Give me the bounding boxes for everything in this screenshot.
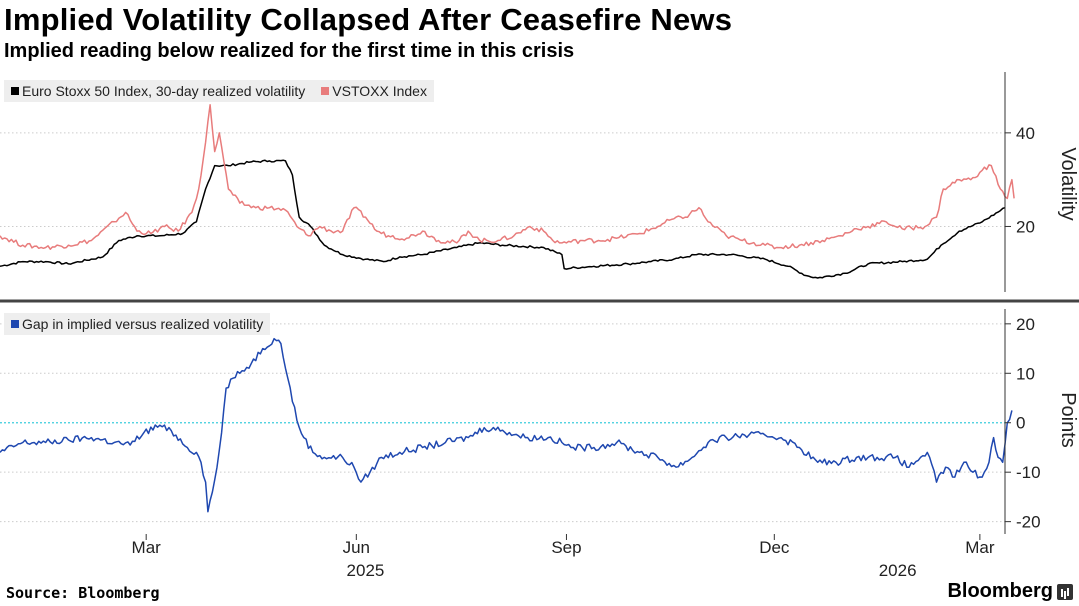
legend-swatch-gap [11, 320, 19, 328]
series-line-0-0 [0, 159, 1006, 279]
legend-label-vstoxx: VSTOXX Index [332, 83, 427, 99]
legend-swatch-realized [11, 87, 19, 95]
chart-title: Implied Volatility Collapsed After Cease… [4, 2, 733, 37]
y-axis-label-volatility: Volatility [1057, 147, 1079, 220]
bloomberg-brand: Bloomberg [947, 580, 1073, 603]
year-label-1: 2026 [879, 561, 917, 580]
year-label-0: 2025 [347, 561, 385, 580]
x-tick-label-2: Sep [551, 538, 581, 557]
y-tick-label-1-4: 20 [1016, 315, 1035, 334]
chart-subtitle: Implied reading below realized for the f… [4, 40, 575, 62]
y-tick-label-1-0: -20 [1016, 513, 1041, 532]
series-line-0-1 [0, 104, 1015, 250]
bloomberg-chart-icon [1057, 583, 1073, 600]
legend-swatch-vstoxx [321, 87, 330, 95]
legend-volatility: Euro Stoxx 50 Index, 30-day realized vol… [4, 80, 434, 102]
source-note: Source: Bloomberg [6, 584, 160, 602]
y-tick-label-1-2: 0 [1016, 414, 1025, 433]
legend-label-gap: Gap in implied versus realized volatilit… [22, 316, 264, 332]
legend-item-realized: Euro Stoxx 50 Index, 30-day realized vol… [11, 83, 305, 99]
legend-label-realized: Euro Stoxx 50 Index, 30-day realized vol… [22, 83, 306, 99]
legend-item-vstoxx: VSTOXX Index [321, 83, 427, 99]
x-tick-label-3: Dec [759, 538, 790, 557]
y-axis-label-points: Points [1057, 392, 1079, 448]
legend-item-gap: Gap in implied versus realized volatilit… [11, 316, 263, 332]
brand-name: Bloomberg [947, 580, 1053, 602]
x-tick-label-4: Mar [965, 538, 995, 557]
x-tick-label-1: Jun [343, 538, 370, 557]
series-line-1-0 [0, 337, 1013, 513]
y-tick-label-0-1: 40 [1016, 124, 1035, 143]
y-tick-label-1-3: 10 [1016, 364, 1035, 383]
y-tick-label-1-1: -10 [1016, 463, 1041, 482]
legend-gap: Gap in implied versus realized volatilit… [4, 313, 271, 335]
y-tick-label-0-0: 20 [1016, 217, 1035, 236]
x-tick-label-0: Mar [132, 538, 162, 557]
